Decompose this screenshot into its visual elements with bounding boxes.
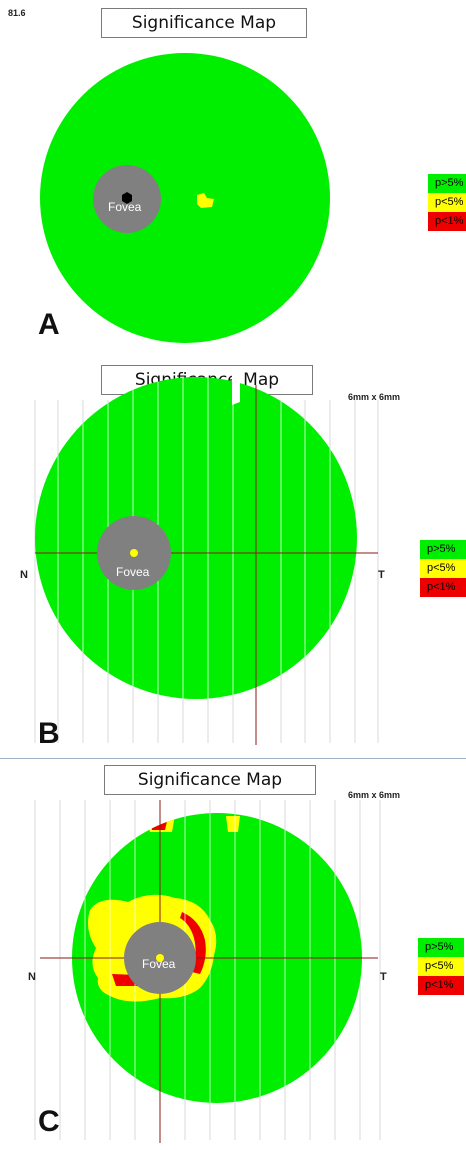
panel-b-temporal-label: T: [378, 569, 385, 581]
panel-c-nasal-label: N: [28, 971, 36, 983]
legend-item-abnormal: p<1%: [420, 578, 466, 597]
panel-b-crosshair: [35, 385, 378, 745]
panel-c-fovea-center-marker: [156, 954, 164, 962]
panel-b-scale: 6mm x 6mm: [348, 392, 401, 402]
panel-b-map: Fovea: [34, 375, 379, 745]
panel-a-title: Significance Map: [101, 8, 307, 38]
legend-item-normal: p>5%: [420, 540, 466, 559]
legend-item-abnormal: p<1%: [418, 976, 464, 995]
panel-c-legend: p>5% p<5% p<1%: [418, 938, 464, 995]
legend-item-borderline: p<5%: [420, 559, 466, 578]
panel-c: Significance Map 6mm x 6mm: [0, 760, 466, 1150]
panel-c-borderline-top-right: [226, 816, 240, 832]
panel-a-borderline-region: [197, 193, 214, 208]
panel-b: Significance Map 6mm x 6mm: [0, 355, 466, 755]
panel-b-legend: p>5% p<5% p<1%: [420, 540, 466, 597]
panel-b-nasal-label: N: [20, 569, 28, 581]
legend-item-borderline: p<5%: [428, 193, 466, 212]
panel-b-retina-disc: [35, 377, 357, 699]
panel-c-fovea-label: Fovea: [142, 957, 176, 971]
panel-a-letter: A: [38, 308, 60, 341]
legend-item-abnormal: p<1%: [428, 212, 466, 231]
panel-a-legend: p>5% p<5% p<1%: [428, 174, 466, 231]
legend-item-normal: p>5%: [428, 174, 466, 193]
panel-a-retina-disc: [40, 53, 330, 343]
corner-value: 81.6: [8, 8, 26, 18]
panel-b-missing-notch: [232, 375, 240, 405]
panel-divider: [0, 758, 466, 759]
panel-b-fovea-center-marker: [130, 549, 138, 557]
legend-item-borderline: p<5%: [418, 957, 464, 976]
legend-item-normal: p>5%: [418, 938, 464, 957]
panel-a-map: Fovea: [40, 53, 330, 343]
panel-c-abnormal-top: [150, 817, 168, 830]
panel-c-title: Significance Map: [104, 765, 316, 795]
panel-c-letter: C: [38, 1105, 60, 1138]
panel-a-fovea-label: Fovea: [108, 200, 142, 214]
panel-b-letter: B: [38, 717, 60, 750]
panel-a-fovea-center-marker: [122, 192, 132, 204]
panel-a: 81.6 Significance Map Fovea p>5% p<5% p<…: [0, 0, 466, 355]
panel-c-temporal-label: T: [380, 971, 387, 983]
panel-c-scale: 6mm x 6mm: [348, 790, 401, 800]
panel-b-fovea-label: Fovea: [116, 565, 150, 579]
panel-c-map: Fovea: [34, 800, 381, 1143]
